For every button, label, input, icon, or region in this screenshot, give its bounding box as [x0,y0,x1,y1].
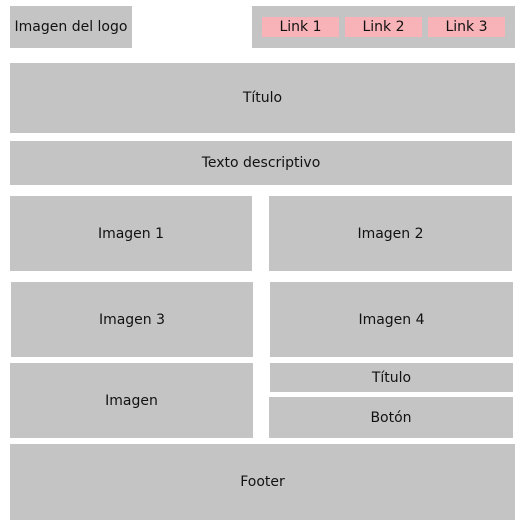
hero-title-block: Título [10,63,515,133]
gallery-image-label: Imagen 4 [358,311,425,328]
nav-link-3[interactable]: Link 3 [428,17,505,37]
gallery-image-3: Imagen 3 [11,282,253,357]
nav-link-label: Link 3 [445,19,488,35]
gallery-image-1: Imagen 1 [10,196,252,271]
feature-image: Imagen [10,363,253,438]
footer-label: Footer [240,474,285,490]
logo-label: Imagen del logo [14,19,128,35]
gallery-image-label: Imagen 2 [357,225,424,242]
gallery-image-2: Imagen 2 [269,196,512,271]
feature-image-label: Imagen [105,392,158,409]
hero-description: Texto descriptivo [201,155,321,171]
hero-title: Título [242,90,283,106]
hero-description-block: Texto descriptivo [10,141,512,185]
footer: Footer [10,444,515,520]
feature-button[interactable]: Botón [269,397,513,438]
gallery-image-4: Imagen 4 [270,282,513,357]
nav-link-label: Link 2 [362,19,405,35]
feature-title-block: Título [270,363,513,392]
gallery-image-label: Imagen 1 [97,225,165,242]
nav-link-2[interactable]: Link 2 [345,17,422,37]
nav-link-label: Link 1 [279,19,322,35]
gallery-image-label: Imagen 3 [98,311,166,328]
logo-placeholder: Imagen del logo [10,6,132,48]
nav-link-1[interactable]: Link 1 [262,17,339,37]
feature-button-label: Botón [370,409,412,426]
feature-title: Título [371,369,412,386]
